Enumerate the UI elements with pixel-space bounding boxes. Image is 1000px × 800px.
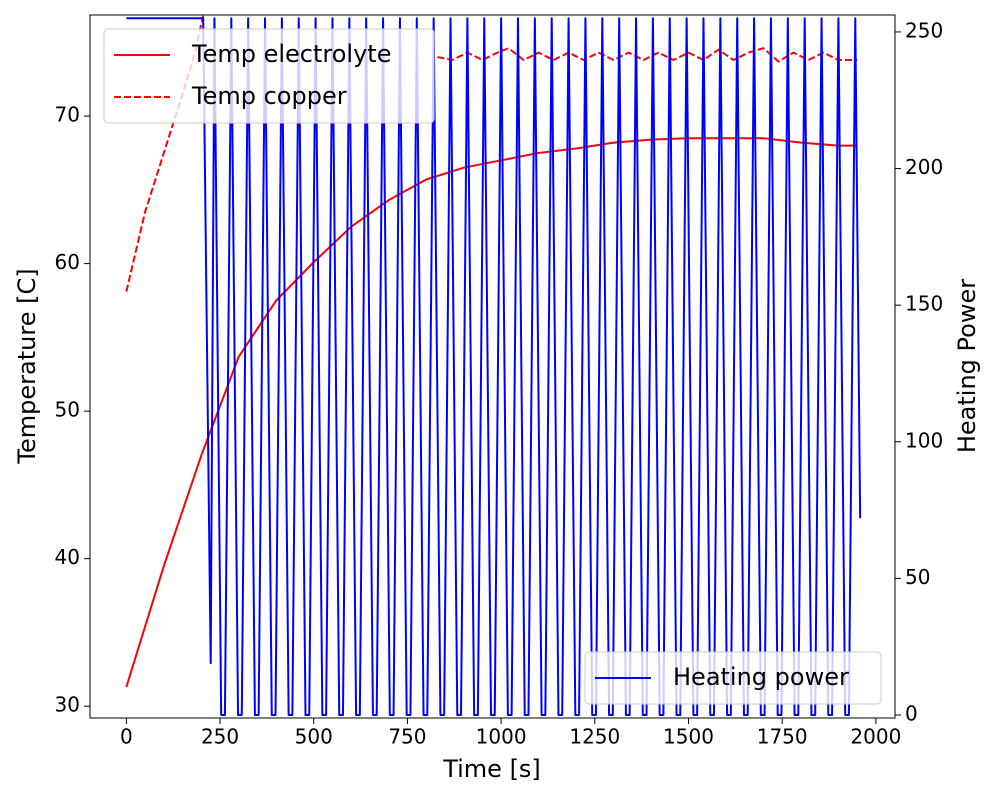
legend-box [584, 651, 882, 705]
x-tick-label: 0 [120, 725, 133, 749]
y-tick-label: 60 [55, 250, 80, 274]
y-tick-label: 40 [55, 545, 80, 569]
x-tick-label: 2000 [850, 725, 901, 749]
x-tick-label: 1250 [569, 725, 620, 749]
y-tick-label: 30 [55, 693, 80, 717]
legend-label: Temp copper [191, 82, 347, 110]
x-tick-label: 750 [388, 725, 426, 749]
x-tick-label: 1750 [757, 725, 808, 749]
y2-tick-label: 0 [905, 701, 918, 725]
y2-tick-label: 250 [905, 18, 943, 42]
y2-tick-label: 200 [905, 155, 943, 179]
legend-label: Heating power [673, 663, 849, 691]
legend-label: Temp electrolyte [191, 40, 391, 68]
x-tick-label: 1000 [476, 725, 527, 749]
y-tick-label: 50 [55, 398, 80, 422]
y2-tick-label: 50 [905, 565, 930, 589]
y2-axis-label: Heating Power [953, 279, 981, 453]
legend-box [103, 28, 435, 124]
x-tick-label: 500 [295, 725, 333, 749]
x-tick-label: 250 [201, 725, 239, 749]
y2-tick-label: 100 [905, 428, 943, 452]
x-tick-label: 1500 [663, 725, 714, 749]
y-tick-label: 70 [55, 103, 80, 127]
plot-frame [89, 14, 896, 719]
y2-tick-label: 150 [905, 292, 943, 316]
x-axis-label: Time [s] [442, 755, 541, 783]
data-line [126, 17, 862, 716]
y-axis-label: Temperature [C] [13, 268, 41, 464]
